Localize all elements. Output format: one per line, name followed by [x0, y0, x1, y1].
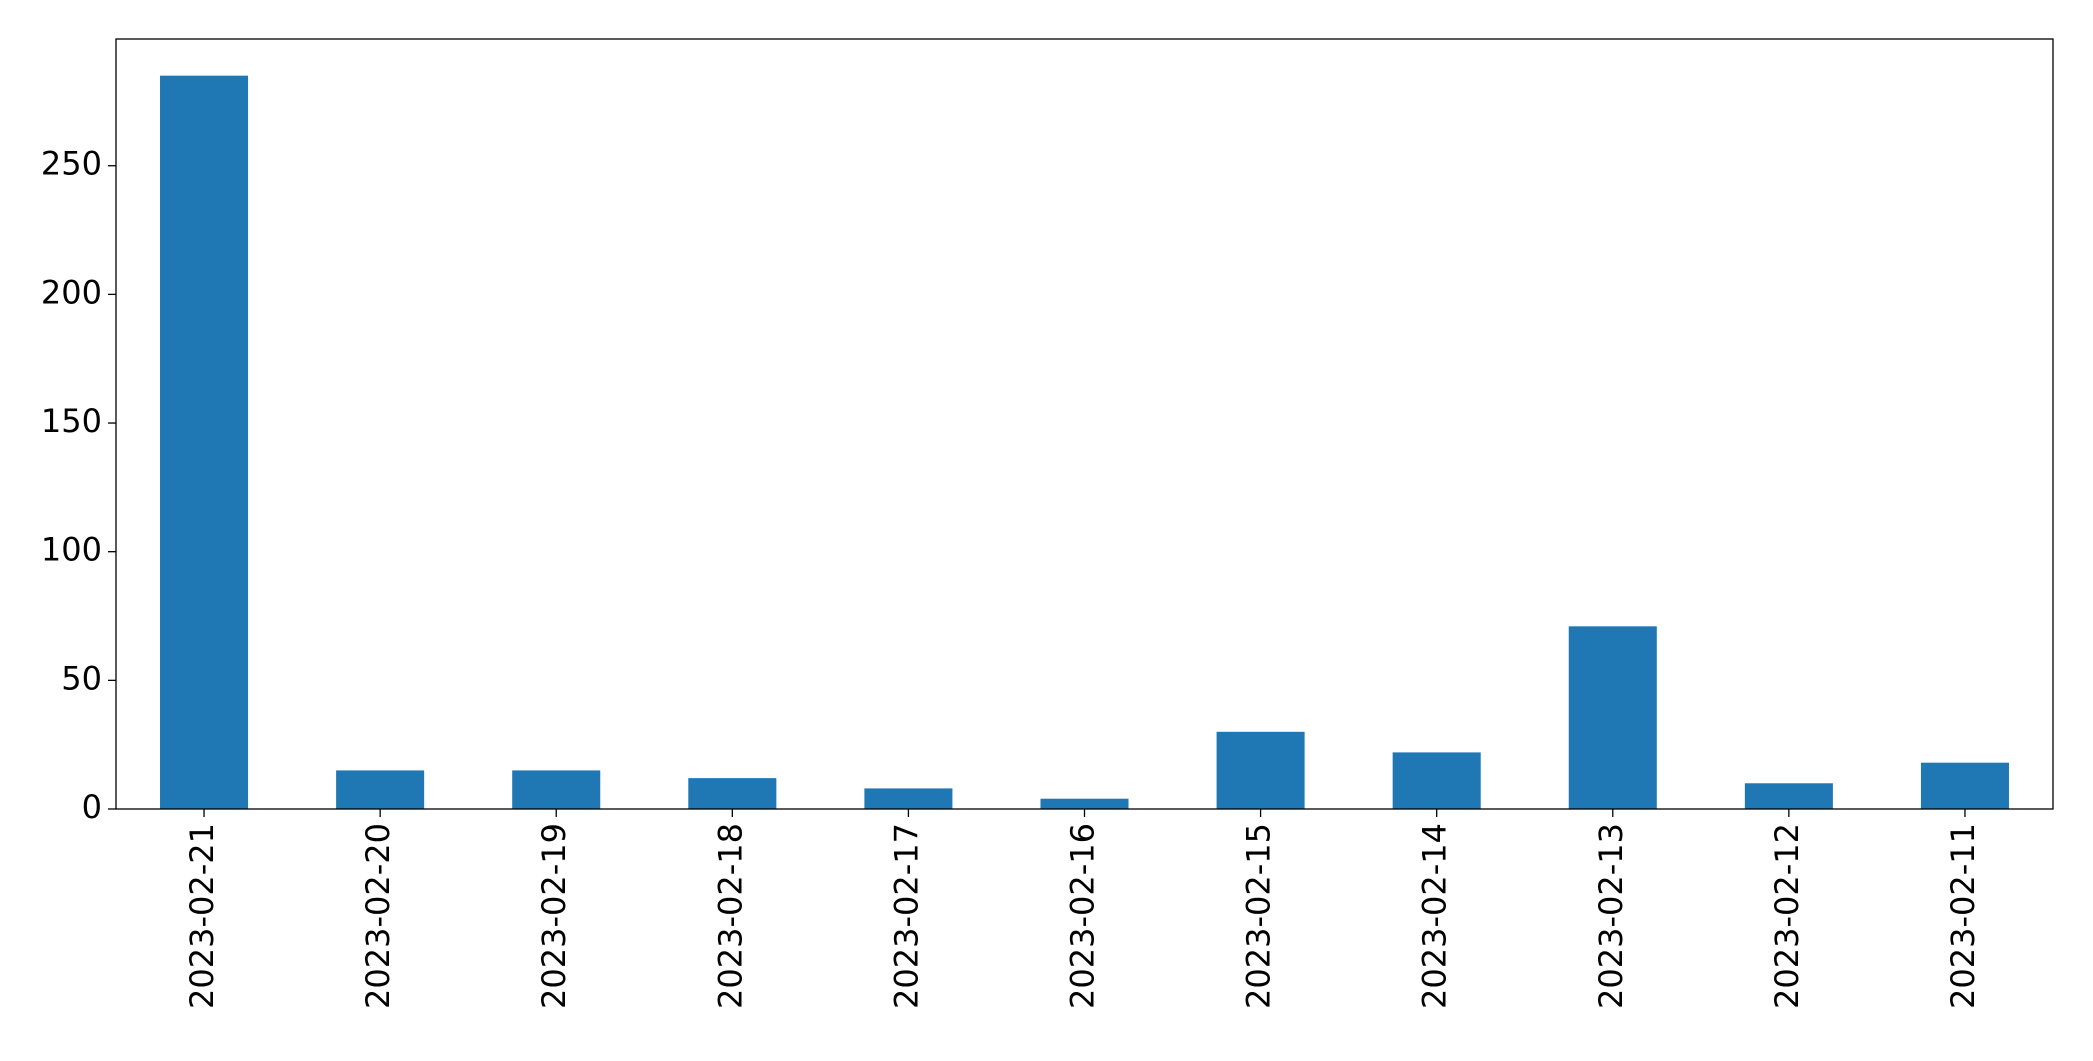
- y-tick-label: 100: [41, 531, 102, 569]
- bar: [512, 770, 601, 809]
- y-tick-label: 150: [41, 402, 102, 440]
- y-tick-label: 200: [41, 273, 102, 311]
- bar: [1040, 798, 1129, 809]
- x-tick-label: 2023-02-17: [887, 823, 925, 1009]
- x-tick-label: 2023-02-12: [1768, 823, 1806, 1009]
- x-tick-label: 2023-02-16: [1064, 823, 1102, 1009]
- bar: [688, 778, 777, 809]
- y-tick-label: 0: [82, 788, 102, 826]
- y-tick-label: 250: [41, 145, 102, 183]
- x-tick-label: 2023-02-19: [535, 823, 573, 1009]
- bar: [336, 770, 425, 809]
- bar: [1744, 783, 1833, 809]
- x-tick-label: 2023-02-21: [183, 823, 221, 1009]
- x-tick-label: 2023-02-11: [1944, 823, 1982, 1009]
- bar: [160, 75, 249, 809]
- x-tick-label: 2023-02-13: [1592, 823, 1630, 1009]
- bar: [1392, 752, 1481, 809]
- bar: [864, 788, 953, 809]
- x-tick-label: 2023-02-20: [359, 823, 397, 1009]
- bar: [1920, 762, 2009, 809]
- x-tick-label: 2023-02-18: [711, 823, 749, 1009]
- y-tick-label: 50: [61, 659, 102, 697]
- bar: [1568, 626, 1657, 809]
- bar: [1216, 731, 1305, 809]
- plot-frame: [115, 38, 2054, 810]
- x-tick-label: 2023-02-14: [1416, 823, 1454, 1009]
- x-tick-label: 2023-02-15: [1240, 823, 1278, 1009]
